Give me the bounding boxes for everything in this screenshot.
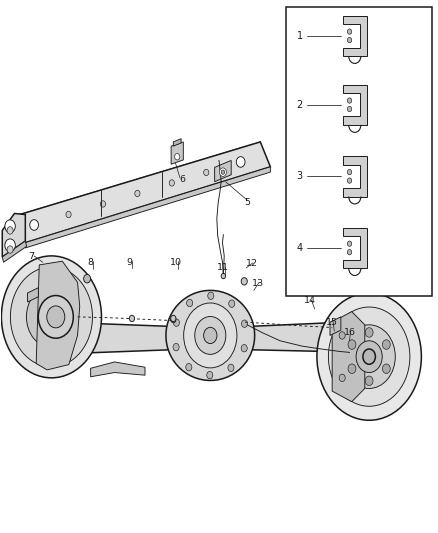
Circle shape [11, 267, 92, 367]
Text: 12: 12 [246, 260, 258, 268]
Polygon shape [166, 290, 254, 381]
Polygon shape [343, 15, 367, 56]
Polygon shape [330, 317, 341, 335]
Polygon shape [343, 156, 367, 197]
Circle shape [347, 107, 352, 112]
Circle shape [328, 307, 410, 406]
Circle shape [382, 340, 390, 349]
Circle shape [219, 168, 226, 176]
Circle shape [208, 292, 214, 300]
Circle shape [348, 364, 356, 374]
Circle shape [186, 364, 192, 371]
Circle shape [84, 274, 91, 283]
Circle shape [347, 98, 352, 103]
Text: 15: 15 [326, 318, 338, 327]
Text: 16: 16 [343, 328, 356, 337]
Circle shape [347, 169, 352, 175]
Circle shape [339, 374, 345, 382]
Circle shape [135, 190, 140, 197]
Polygon shape [25, 167, 270, 248]
Circle shape [348, 340, 356, 349]
Circle shape [207, 372, 213, 379]
Circle shape [169, 180, 174, 186]
Text: 8: 8 [88, 258, 94, 266]
Circle shape [221, 273, 226, 279]
Polygon shape [215, 160, 231, 182]
Circle shape [382, 364, 390, 374]
Circle shape [47, 306, 65, 328]
Circle shape [39, 302, 64, 332]
Text: 6: 6 [179, 174, 185, 183]
Circle shape [347, 178, 352, 183]
Polygon shape [2, 241, 27, 262]
Circle shape [365, 376, 373, 385]
Text: 7: 7 [28, 253, 34, 262]
Circle shape [129, 316, 134, 321]
Circle shape [365, 328, 373, 337]
Circle shape [347, 241, 352, 246]
Polygon shape [171, 142, 184, 164]
Circle shape [26, 286, 77, 348]
Circle shape [204, 169, 209, 176]
Text: 1: 1 [297, 31, 303, 41]
Polygon shape [343, 85, 367, 125]
Polygon shape [28, 288, 39, 302]
Text: 5: 5 [244, 198, 250, 207]
Circle shape [30, 220, 39, 230]
Text: 4: 4 [297, 243, 303, 253]
Circle shape [7, 227, 13, 234]
Circle shape [175, 154, 180, 160]
Circle shape [363, 349, 375, 364]
Text: 3: 3 [297, 172, 303, 181]
Circle shape [229, 300, 235, 308]
Circle shape [171, 317, 176, 322]
Circle shape [228, 364, 234, 372]
Circle shape [356, 341, 382, 373]
Circle shape [187, 300, 193, 306]
Circle shape [171, 316, 176, 321]
Circle shape [347, 29, 352, 34]
Polygon shape [173, 139, 181, 146]
Text: 14: 14 [304, 296, 316, 305]
Circle shape [173, 343, 179, 351]
Text: 2: 2 [297, 100, 303, 110]
Circle shape [221, 170, 225, 174]
Polygon shape [14, 142, 260, 222]
Circle shape [347, 37, 352, 43]
Circle shape [1, 256, 102, 378]
Polygon shape [249, 321, 367, 352]
Circle shape [343, 325, 395, 389]
Text: 10: 10 [170, 258, 181, 266]
Text: 9: 9 [127, 258, 133, 266]
Circle shape [241, 344, 247, 352]
Bar [286, 7, 432, 296]
Polygon shape [91, 362, 145, 377]
Circle shape [347, 249, 352, 255]
Circle shape [66, 211, 71, 217]
Circle shape [195, 317, 226, 354]
Text: 11: 11 [217, 263, 230, 272]
Circle shape [241, 320, 247, 327]
Circle shape [241, 278, 247, 285]
Circle shape [184, 303, 237, 368]
Circle shape [204, 327, 217, 344]
Polygon shape [36, 261, 80, 370]
Polygon shape [343, 228, 367, 268]
Circle shape [7, 246, 13, 253]
Circle shape [237, 157, 245, 167]
Circle shape [38, 295, 73, 338]
Circle shape [173, 319, 180, 326]
Circle shape [5, 220, 15, 232]
Polygon shape [58, 322, 171, 354]
Circle shape [317, 293, 421, 420]
Text: 13: 13 [252, 279, 264, 288]
Polygon shape [332, 312, 365, 402]
Circle shape [339, 332, 345, 339]
Circle shape [5, 239, 15, 252]
Circle shape [100, 201, 106, 207]
Polygon shape [14, 142, 270, 243]
Polygon shape [2, 214, 25, 257]
